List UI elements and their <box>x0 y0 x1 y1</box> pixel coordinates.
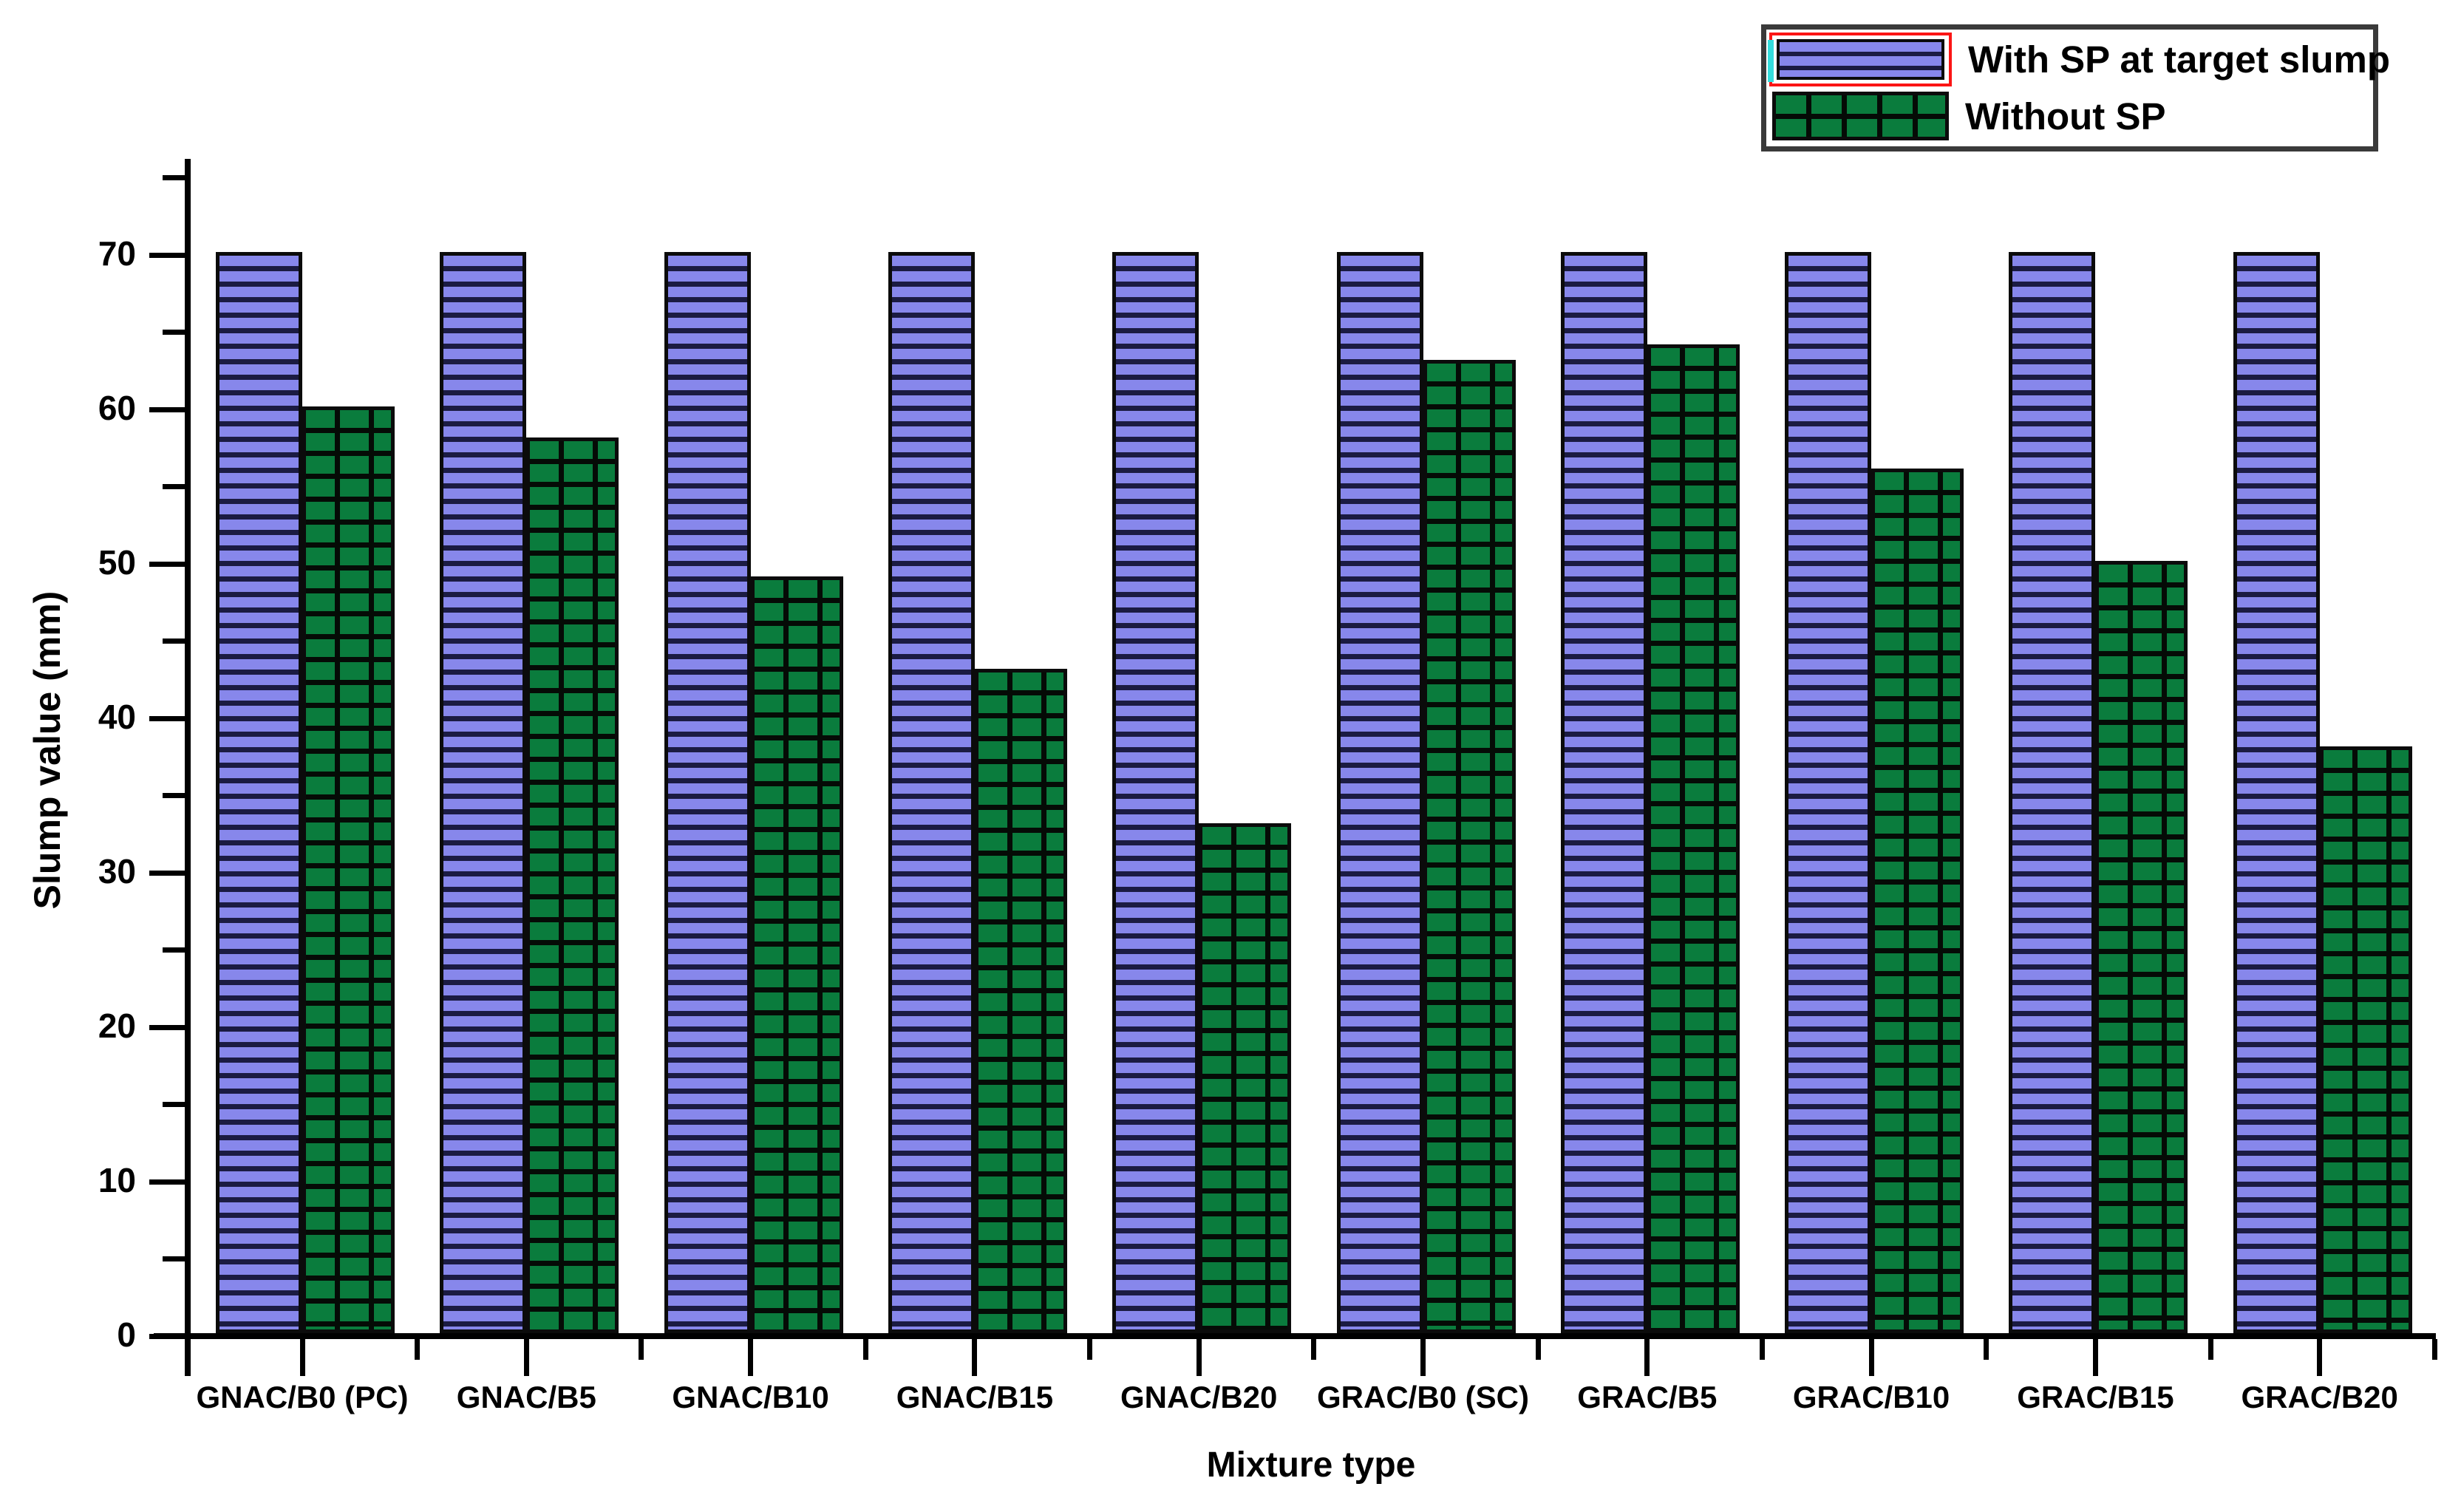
y-major-tick <box>149 1024 185 1030</box>
bar-with-sp-4 <box>888 252 975 1333</box>
x-minor-tick <box>639 1339 644 1360</box>
y-tick-label: 50 <box>98 543 136 582</box>
bar-with-sp-2 <box>440 252 527 1333</box>
bar-with-sp-6 <box>1336 252 1423 1333</box>
x-category-label: GRAC/B10 <box>1792 1380 1950 1414</box>
x-category-label: GNAC/B5 <box>456 1380 596 1414</box>
x-minor-tick <box>862 1339 868 1360</box>
legend-item-with-sp: With SP at target slump <box>1768 33 2390 86</box>
y-tick-label: 30 <box>98 852 136 890</box>
x-major-tick <box>1420 1339 1426 1376</box>
y-tick-label: 40 <box>98 698 136 736</box>
x-minor-tick <box>2208 1339 2213 1360</box>
x-major-tick <box>972 1339 978 1376</box>
y-minor-tick <box>163 1102 185 1107</box>
legend-selection-edge <box>1768 40 1774 82</box>
x-axis-line <box>154 1333 2436 1339</box>
bar-without-sp-8 <box>1871 468 1964 1333</box>
x-major-tick <box>748 1339 754 1376</box>
legend-swatch-without-sp <box>1772 92 1949 140</box>
bar-with-sp-9 <box>2009 252 2096 1333</box>
y-minor-tick <box>163 1256 185 1261</box>
legend-item-without-sp: Without SP <box>1769 92 2367 140</box>
x-category-label: GRAC/B20 <box>2241 1380 2398 1414</box>
x-category-label: GNAC/B10 <box>672 1380 829 1414</box>
y-axis-title: Slump value (mm) <box>27 590 68 910</box>
y-minor-tick <box>163 638 185 644</box>
y-major-tick <box>149 561 185 567</box>
x-major-tick <box>2317 1339 2323 1376</box>
legend-box: With SP at target slump Without SP <box>1761 24 2390 151</box>
y-major-tick <box>149 870 185 876</box>
x-axis-title: Mixture type <box>1206 1445 1416 1485</box>
x-category-label: GRAC/B5 <box>1577 1380 1718 1414</box>
y-minor-tick <box>163 484 185 489</box>
y-minor-tick <box>163 793 185 798</box>
y-minor-tick <box>163 330 185 335</box>
legend-label-without-sp: Without SP <box>1965 95 2166 137</box>
x-minor-tick <box>1759 1339 1765 1360</box>
bar-with-sp-3 <box>664 252 751 1333</box>
bar-without-sp-4 <box>974 669 1067 1333</box>
x-category-label: GRAC/B15 <box>2017 1380 2174 1414</box>
y-major-tick <box>149 1179 185 1185</box>
x-minor-tick <box>1535 1339 1541 1360</box>
y-tick-label: 60 <box>98 389 136 427</box>
bar-without-sp-10 <box>2319 746 2412 1333</box>
y-tick-label: 10 <box>98 1161 136 1199</box>
x-minor-tick <box>1311 1339 1317 1360</box>
y-minor-tick <box>163 175 185 180</box>
bar-without-sp-1 <box>302 406 395 1333</box>
bar-with-sp-10 <box>2233 252 2320 1333</box>
x-minor-tick <box>1087 1339 1093 1360</box>
y-tick-label: 0 <box>117 1315 136 1354</box>
bar-without-sp-5 <box>1199 823 1292 1333</box>
y-major-tick <box>149 1333 185 1339</box>
y-major-tick <box>149 252 185 258</box>
x-major-tick <box>1868 1339 1874 1376</box>
x-category-label: GRAC/B0 (SC) <box>1316 1380 1529 1414</box>
y-tick-label: 20 <box>98 1007 136 1045</box>
x-category-label: GNAC/B20 <box>1120 1380 1278 1414</box>
bar-without-sp-6 <box>1423 360 1516 1333</box>
legend-label-with-sp: With SP at target slump <box>1968 38 2391 81</box>
x-major-tick <box>2092 1339 2098 1376</box>
x-minor-tick <box>2431 1339 2437 1360</box>
y-tick-label: 70 <box>98 234 136 273</box>
bar-with-sp-5 <box>1112 252 1199 1333</box>
x-minor-tick <box>415 1339 421 1360</box>
bar-without-sp-7 <box>1647 344 1740 1333</box>
legend-swatch-selection-frame <box>1768 33 1952 86</box>
y-major-tick <box>149 715 185 721</box>
legend-swatch-with-sp <box>1777 39 1944 80</box>
y-axis-line <box>185 159 191 1376</box>
x-major-tick <box>1196 1339 1202 1376</box>
bar-without-sp-3 <box>750 576 843 1333</box>
y-major-tick <box>149 406 185 412</box>
x-category-label: GNAC/B15 <box>896 1380 1054 1414</box>
x-category-label: GNAC/B0 (PC) <box>196 1380 409 1414</box>
bar-with-sp-8 <box>1785 252 1872 1333</box>
bar-with-sp-7 <box>1560 252 1647 1333</box>
x-major-tick <box>523 1339 529 1376</box>
x-major-tick <box>1644 1339 1650 1376</box>
y-minor-tick <box>163 947 185 953</box>
bar-without-sp-9 <box>2095 561 2188 1333</box>
x-minor-tick <box>1984 1339 1989 1360</box>
bar-without-sp-2 <box>526 437 619 1333</box>
bar-with-sp-1 <box>216 252 302 1333</box>
x-major-tick <box>299 1339 305 1376</box>
